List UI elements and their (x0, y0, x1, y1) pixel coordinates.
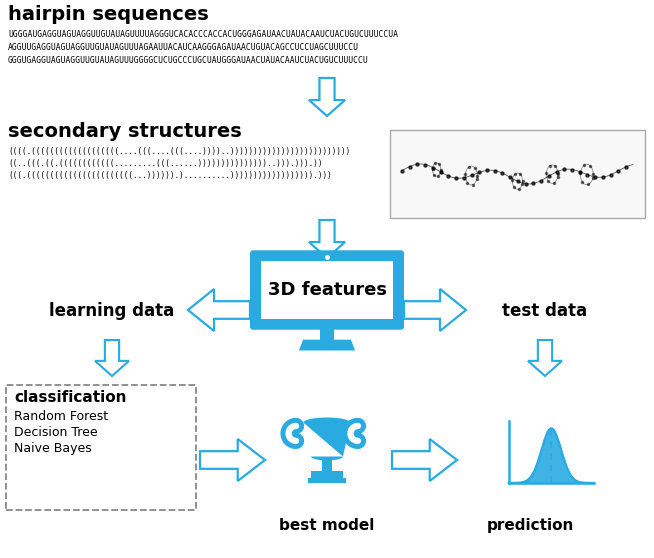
Text: hairpin sequences: hairpin sequences (8, 5, 209, 24)
Text: test data: test data (502, 302, 587, 320)
Text: UGGGAUGAGGUAGUAGGUUGUAUAGUUUUAGGGUCACACCCACCACUGGGAGAUAACUAUACAAUCUACUGUCUUUCCUA: UGGGAUGAGGUAGUAGGUUGUAUAGUUUUAGGGUCACACC… (8, 30, 398, 39)
Text: GGGUGAGGUAGUAGGUUGUAUAGUUUGGGGCUCUGCCCUGCUAUGGGAUAACUAUACAAUCUACUGUCUUUCCU: GGGUGAGGUAGUAGGUUGUAUAGUUUGGGGCUCUGCCCUG… (8, 56, 369, 65)
Bar (320, 325, 334, 340)
Bar (308, 478, 346, 483)
Bar (322, 456, 332, 471)
Text: secondary structures: secondary structures (8, 122, 242, 141)
Text: classification: classification (14, 390, 126, 405)
Bar (311, 471, 343, 478)
FancyBboxPatch shape (250, 251, 404, 330)
Text: AGGUUGAGGUAGUAGGUUGUAUAGUUUAGAAUUACAUCAAGGGAGAUAACUGUACAGCCUCCUAGCUUUCCU: AGGUUGAGGUAGUAGGUUGUAUAGUUUAGAAUUACAUCAA… (8, 43, 359, 52)
Bar (390, 130, 645, 218)
Text: ((..(((.((.((((((((((((.........(((......)))))))))))))))..))).))).)): ((..(((.((.((((((((((((.........(((.....… (8, 159, 322, 168)
Text: best model: best model (279, 518, 375, 533)
Text: learning data: learning data (49, 302, 175, 320)
Polygon shape (303, 417, 351, 460)
Text: (((.(((((((((((((((((((((((...)))))).)..........)))))))))))))))))).))): (((.(((((((((((((((((((((((...)))))).)..… (8, 171, 332, 180)
Bar (261, 261, 393, 319)
Bar (6, 385, 196, 510)
Text: Random Forest: Random Forest (14, 410, 108, 423)
Text: prediction: prediction (487, 518, 574, 533)
Text: Naive Bayes: Naive Bayes (14, 442, 92, 455)
Text: 3D features: 3D features (267, 281, 387, 299)
Text: Decision Tree: Decision Tree (14, 426, 97, 439)
Text: ((((.(((((((((((((((((((....(((....(((....))))..)))))))))))))))))))))))))): ((((.(((((((((((((((((((....(((....(((..… (8, 147, 351, 156)
Polygon shape (299, 340, 355, 350)
